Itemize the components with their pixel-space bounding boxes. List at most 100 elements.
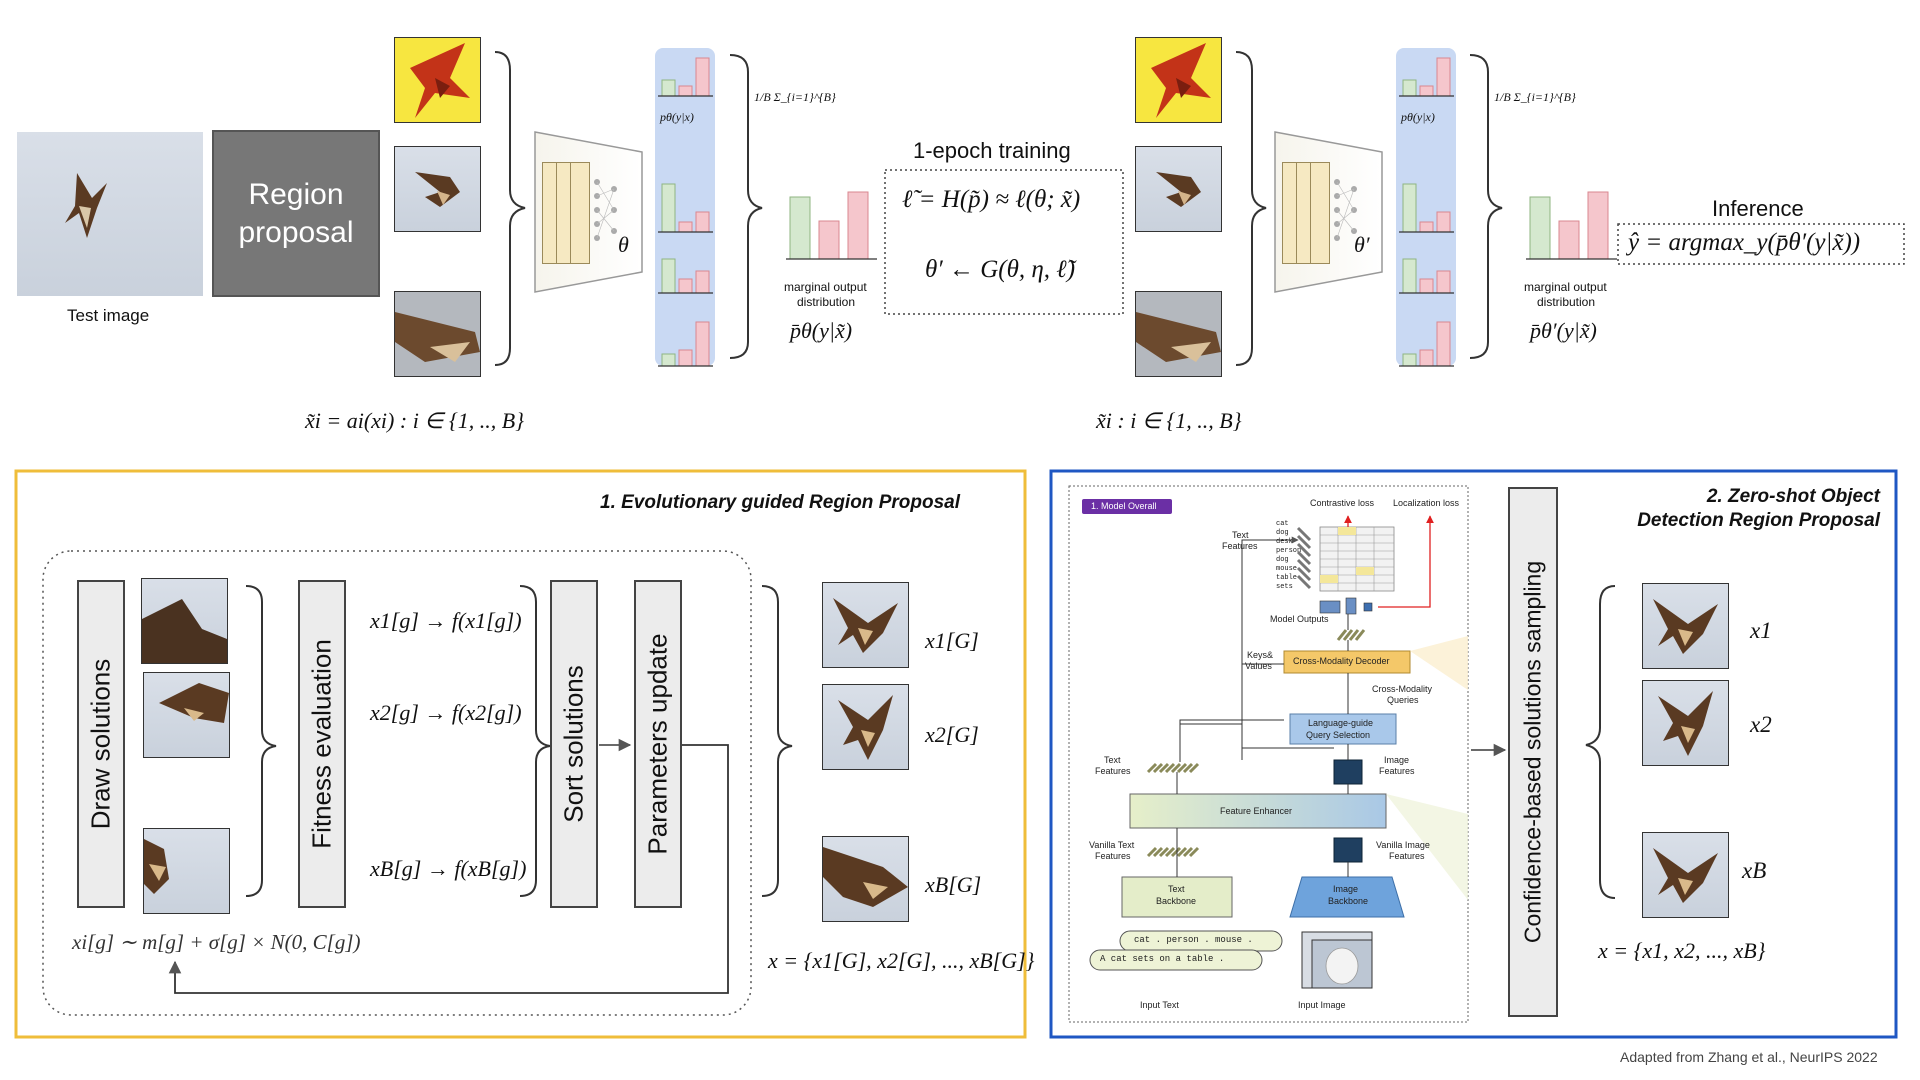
bird-icon	[1151, 43, 1211, 118]
evo-output-image-1	[822, 582, 909, 668]
sampling-equation: xi[g] ∼ m[g] + σ[g] × N(0, C[g])	[72, 930, 361, 954]
gd-badge: 1. Model Overall	[1091, 501, 1157, 511]
gd-word-4: person	[1276, 547, 1302, 555]
histogram-bar	[1402, 79, 1417, 97]
prob-bars-right-3	[1399, 258, 1454, 294]
inference-title: Inference	[1712, 196, 1804, 221]
histogram-bar	[695, 321, 710, 367]
sum-label-left: 1/B Σ_{i=1}^{B}	[754, 90, 836, 104]
marginal-label-left-2: distribution	[797, 295, 856, 309]
evo-output-image-2	[822, 684, 909, 770]
brace-crops-right	[1235, 51, 1267, 366]
update-formula: θ′ ← G(θ, η, ℓ̃)	[925, 256, 1076, 283]
inference-box	[1617, 223, 1905, 265]
solution-image-2	[143, 672, 230, 758]
brace-evo-2	[519, 585, 551, 897]
fitness-evaluation-label: Fitness evaluation	[306, 639, 337, 849]
prob-bars-right-2	[1399, 183, 1454, 233]
gd-image-features-1: Image	[1384, 755, 1410, 765]
zs-title-1: 2. Zero-shot Object	[1706, 486, 1880, 507]
crop-image-3	[394, 291, 481, 377]
fitness-eq-1: x1[g] → f(x1[g])	[370, 608, 522, 633]
zs-output-label-2: x2	[1750, 712, 1772, 737]
bird-icon	[838, 695, 893, 760]
gd-word-5: dog	[1276, 556, 1289, 564]
fitness-eq-2: x2[g] → f(x2[g])	[370, 700, 522, 725]
loop-back-arrow	[168, 744, 729, 994]
histogram-bar	[1436, 270, 1451, 294]
prob-bars-left-1	[658, 57, 713, 97]
gd-text-features-top-2: Features	[1222, 541, 1258, 551]
gd-word-6: mouse	[1276, 565, 1298, 573]
gd-text-features-mid-2: Features	[1095, 766, 1131, 776]
gd-keys-values-1: Keys&	[1247, 650, 1274, 660]
bird-icon	[833, 598, 898, 653]
marginal-label-left-1: marginal output	[784, 280, 867, 294]
fitness-evaluation-box: Fitness evaluation	[298, 580, 346, 908]
gd-enhancer: Feature Enhancer	[1220, 806, 1293, 816]
gd-contrastive-loss: Contrastive loss	[1310, 498, 1375, 508]
bird-icon	[1653, 848, 1718, 903]
gd-word-8: sets	[1276, 583, 1293, 591]
bird-icon	[1136, 312, 1221, 362]
bird-icon	[823, 847, 908, 907]
draw-solutions-label: Draw solutions	[85, 658, 116, 830]
gd-vanilla-text-1: Vanilla Text	[1089, 840, 1135, 850]
histogram-bar	[1587, 191, 1609, 260]
histogram-bar	[1436, 57, 1451, 97]
gd-image-features-2: Features	[1379, 766, 1415, 776]
training-title: 1-epoch training	[913, 138, 1071, 163]
gd-word-3: desk	[1276, 538, 1293, 546]
histogram-bar	[1558, 220, 1580, 260]
marginal-formula-left: p̄θ(y|x̃)	[790, 318, 853, 343]
gd-prompt-2: A cat sets on a table .	[1100, 954, 1225, 964]
prob-label-left: pθ(y|x)	[660, 110, 694, 124]
marginal-formula-right: p̄θ′(y|x̃)	[1530, 318, 1597, 343]
prob-bars-right-1	[1399, 57, 1454, 97]
gd-image-backbone-2: Backbone	[1328, 896, 1369, 906]
histogram-bar	[1402, 353, 1417, 367]
cnn-layers-right	[1282, 162, 1357, 264]
gd-word-7: table	[1276, 574, 1298, 582]
loss-formula: ℓ̃ = H(p̃) ≈ ℓ(θ; x̃)	[902, 186, 1081, 213]
crop-image-2	[394, 146, 481, 232]
histogram-bar	[1529, 196, 1551, 260]
sort-solutions-box: Sort solutions	[550, 580, 598, 908]
gd-localization-loss: Localization loss	[1393, 498, 1460, 508]
zs-output-label-1: x1	[1750, 618, 1772, 643]
marginal-label-right-1: marginal output	[1524, 280, 1607, 294]
fitness-eq-B: xB[g] → f(xB[g])	[370, 856, 527, 881]
test-image	[17, 132, 203, 296]
figure-caption: Adapted from Zhang et al., NeurIPS 2022	[1620, 1049, 1878, 1065]
bird-icon	[159, 683, 229, 723]
sum-label-right: 1/B Σ_{i=1}^{B}	[1494, 90, 1576, 104]
bird-icon	[1156, 172, 1201, 207]
bird-icon	[65, 173, 107, 238]
histogram-bar	[789, 196, 811, 260]
theta-prime-label: θ′	[1354, 232, 1370, 257]
theta-label: θ	[618, 232, 629, 257]
region-proposal-line2: proposal	[238, 216, 354, 249]
gd-cm-queries-1: Cross-Modality	[1372, 684, 1433, 694]
marginal-bars-left	[786, 191, 877, 260]
histogram-bar	[661, 258, 676, 294]
parameters-update-box: Parameters update	[634, 580, 682, 908]
brace-evo-3	[761, 585, 793, 897]
histogram-bar	[1419, 85, 1434, 97]
region-proposal-box: Region proposal	[212, 130, 380, 297]
zs-title-2: Detection Region Proposal	[1637, 510, 1880, 531]
solution-image-1	[141, 578, 228, 664]
panel-zs-border	[1049, 469, 1898, 1039]
histogram-bar	[695, 211, 710, 233]
gd-text-backbone-1: Text	[1168, 884, 1185, 894]
draw-solutions-box: Draw solutions	[77, 580, 125, 908]
histogram-bar	[678, 85, 693, 97]
histogram-bar	[1419, 349, 1434, 367]
test-image-label: Test image	[67, 306, 150, 325]
prob-label-right: pθ(y|x)	[1401, 110, 1435, 124]
crop-image-6	[1135, 291, 1222, 377]
gd-vanilla-image-2: Features	[1389, 851, 1425, 861]
training-box	[884, 169, 1124, 315]
zs-output-image-2	[1642, 680, 1729, 766]
evo-output-label-B: xB[G]	[925, 872, 982, 897]
